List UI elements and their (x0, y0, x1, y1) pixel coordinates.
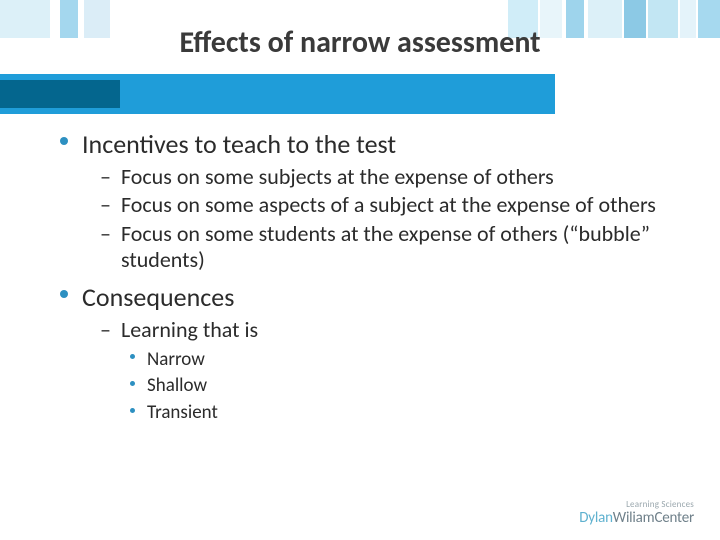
bullet-dot-sm-icon (130, 408, 135, 413)
bullet-dot-sm-icon (130, 381, 135, 386)
dash-icon: – (100, 317, 111, 343)
list-item-lvl3: Shallow (130, 374, 670, 399)
content-area: Incentives to teach to the test–Focus on… (60, 130, 670, 436)
dash-icon: – (100, 221, 111, 247)
list-item-lvl2: –Focus on some students at the expense o… (100, 221, 670, 274)
list-item-lvl3: Narrow (130, 348, 670, 373)
slide-title: Effects of narrow assessment (0, 24, 720, 61)
list-text: Consequences (82, 283, 234, 313)
bullet-dot-sm-icon (130, 354, 135, 359)
list-item-lvl3: Transient (130, 401, 670, 426)
list-text: Shallow (147, 374, 207, 399)
bullet-dot-icon (60, 137, 68, 145)
logo-main-line: DylanWiliamCenter (579, 511, 694, 526)
list-item-lvl2: –Learning that is NarrowShallowTransient (100, 317, 670, 425)
list-text: Focus on some aspects of a subject at th… (121, 192, 656, 218)
list-text: Learning that is (121, 317, 258, 343)
footer-logo: Learning Sciences DylanWiliamCenter (579, 500, 694, 526)
list-item-lvl1: Incentives to teach to the test–Focus on… (60, 130, 670, 273)
list-item-lvl2: –Focus on some subjects at the expense o… (100, 164, 670, 190)
list-item-lvl2: –Focus on some aspects of a subject at t… (100, 192, 670, 218)
title-band (0, 74, 720, 114)
dash-icon: – (100, 192, 111, 218)
logo-top-line: Learning Sciences (579, 500, 694, 509)
list-text: Focus on some subjects at the expense of… (121, 164, 554, 190)
list-text: Focus on some students at the expense of… (121, 221, 670, 274)
list-text: Transient (147, 401, 218, 426)
list-text: Incentives to teach to the test (82, 130, 396, 160)
list-text: Narrow (147, 348, 205, 373)
dash-icon: – (100, 164, 111, 190)
list-item-lvl1: Consequences –Learning that is NarrowShall… (60, 283, 670, 425)
bullet-dot-icon (60, 290, 68, 298)
